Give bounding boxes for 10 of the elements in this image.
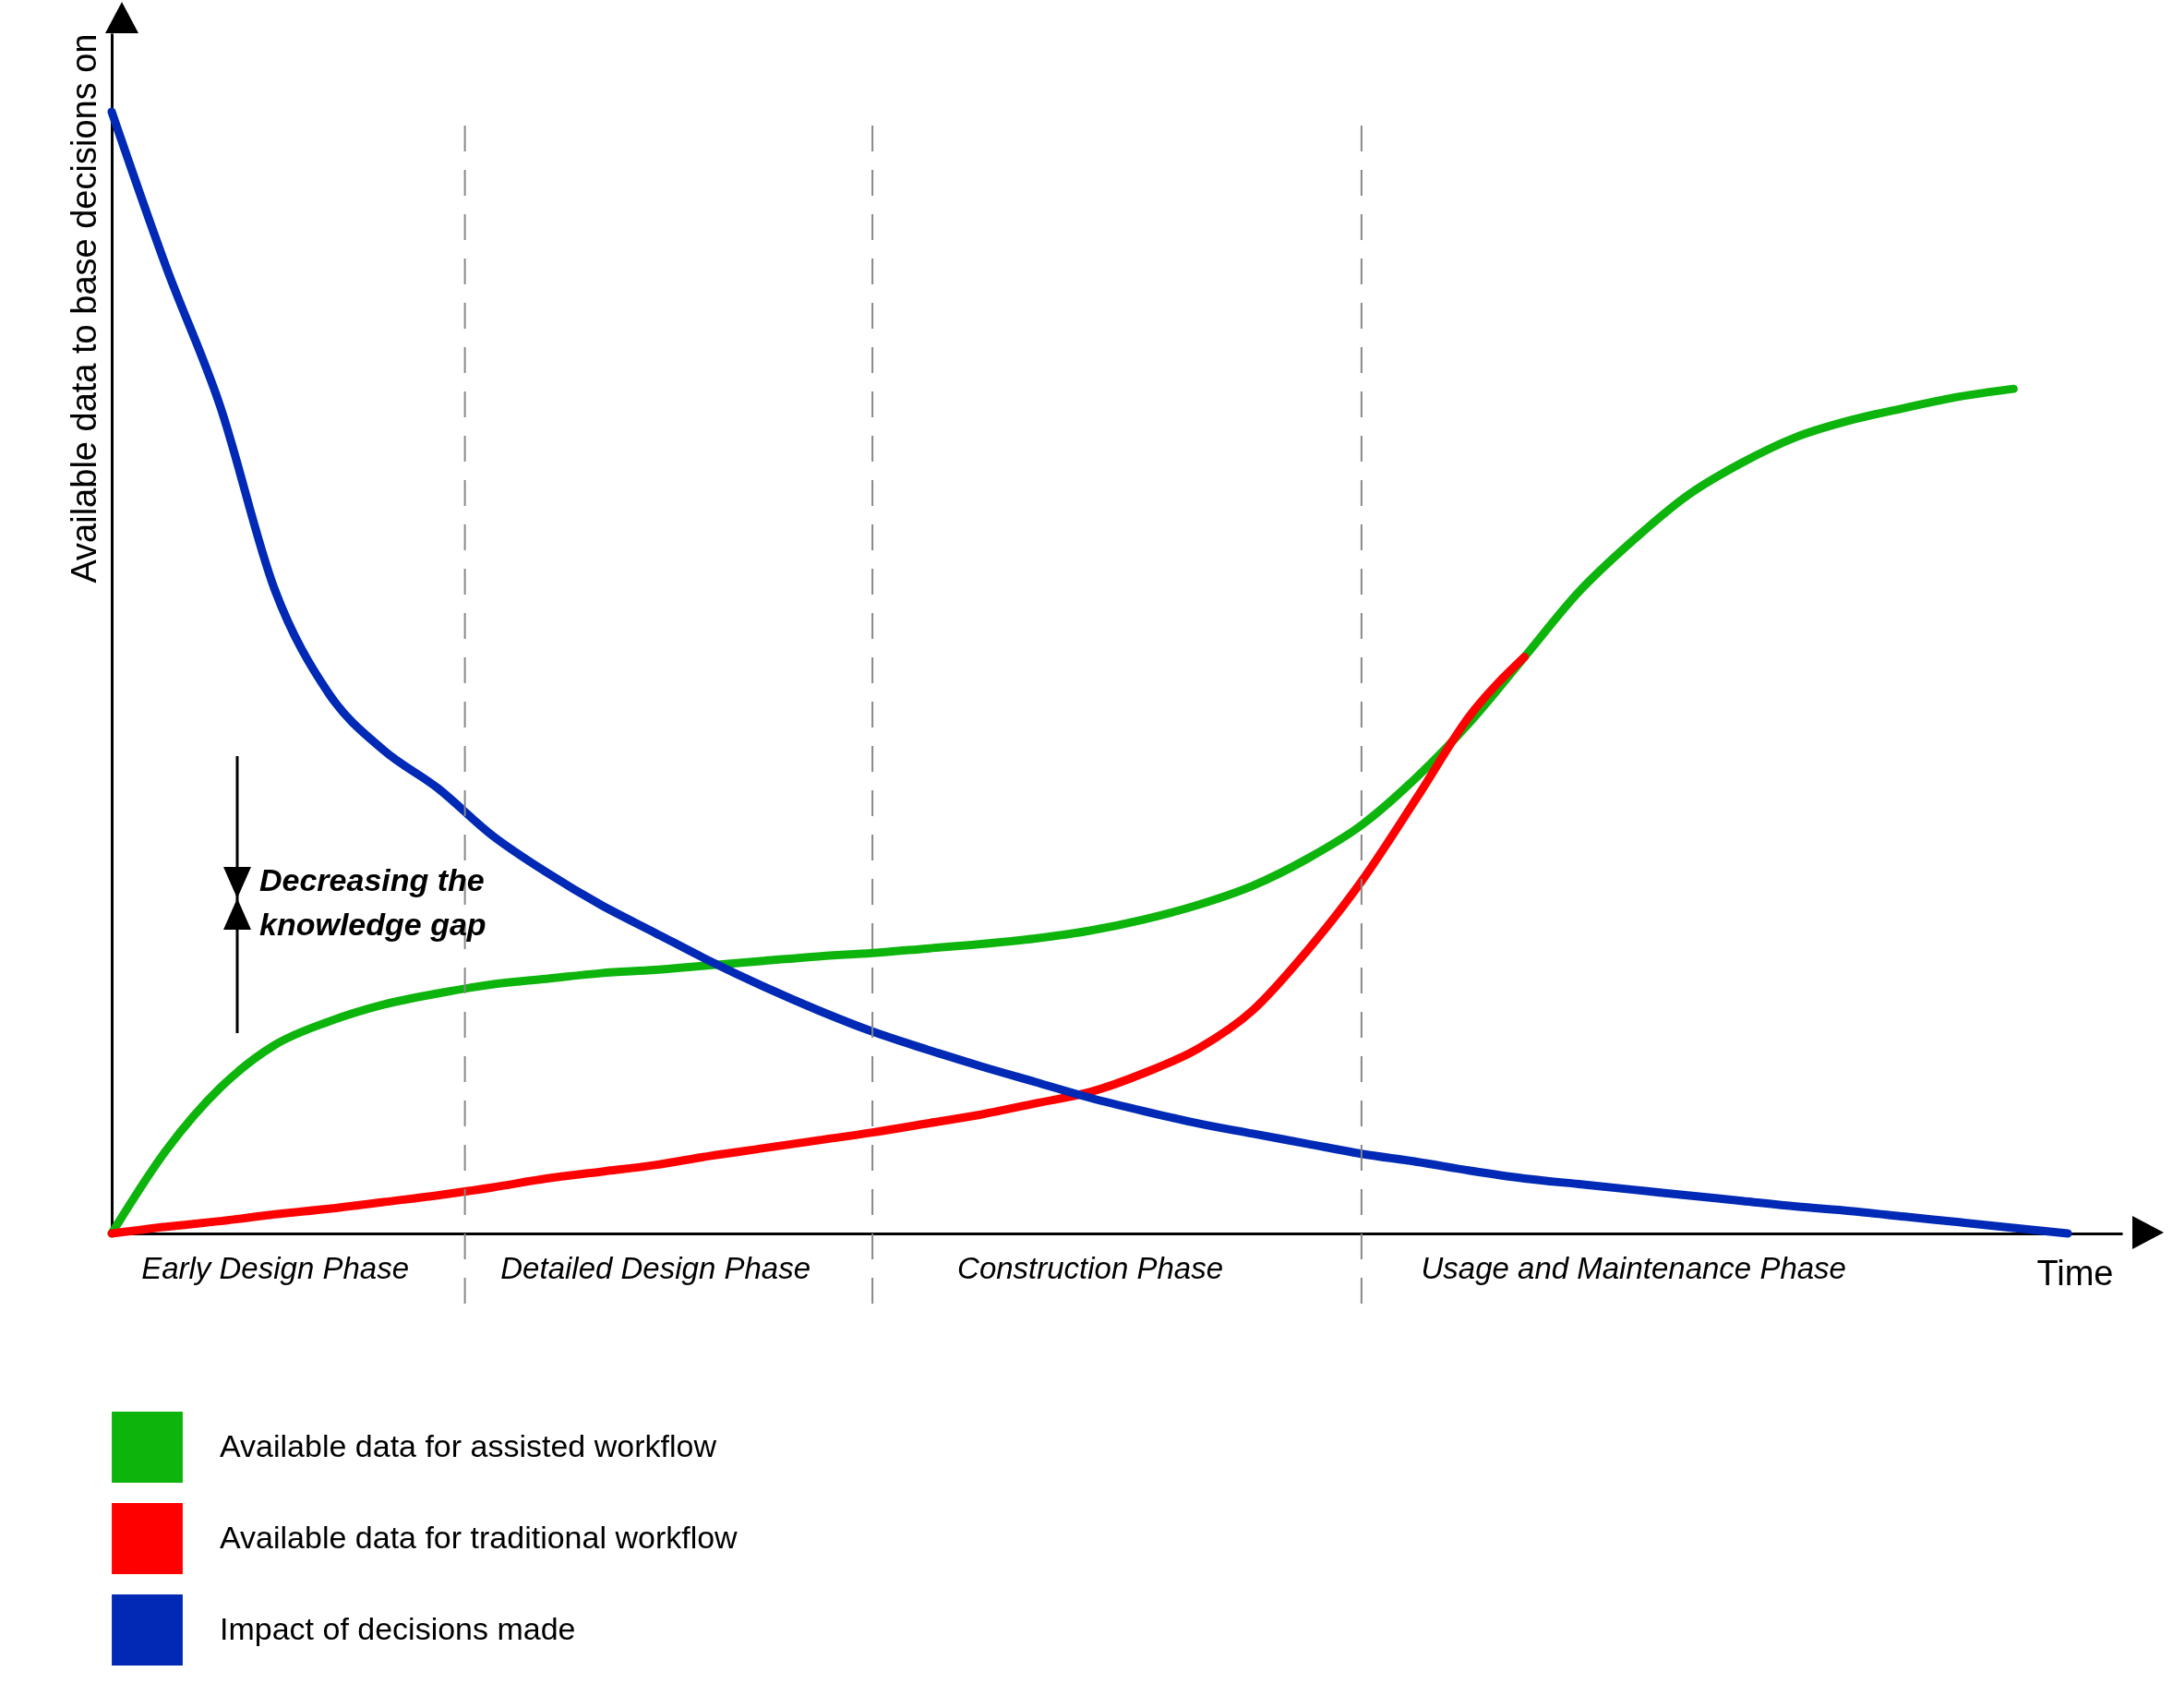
x-axis-title: Time <box>2036 1253 2114 1293</box>
legend-label: Impact of decisions made <box>220 1610 576 1646</box>
x-tick-label: Detailed Design Phase <box>500 1250 811 1285</box>
legend-label: Available data for traditional workflow <box>220 1519 738 1555</box>
x-tick-label: Usage and Maintenance Phase <box>1421 1250 1846 1285</box>
x-tick-label: Early Design Phase <box>141 1250 410 1285</box>
y-axis-title: Available data to base decisions on <box>64 33 103 583</box>
legend-label: Available data for assisted workflow <box>220 1427 717 1463</box>
x-tick-label: Construction Phase <box>957 1250 1224 1285</box>
annotation: Decreasing the knowledge gap <box>259 862 486 942</box>
